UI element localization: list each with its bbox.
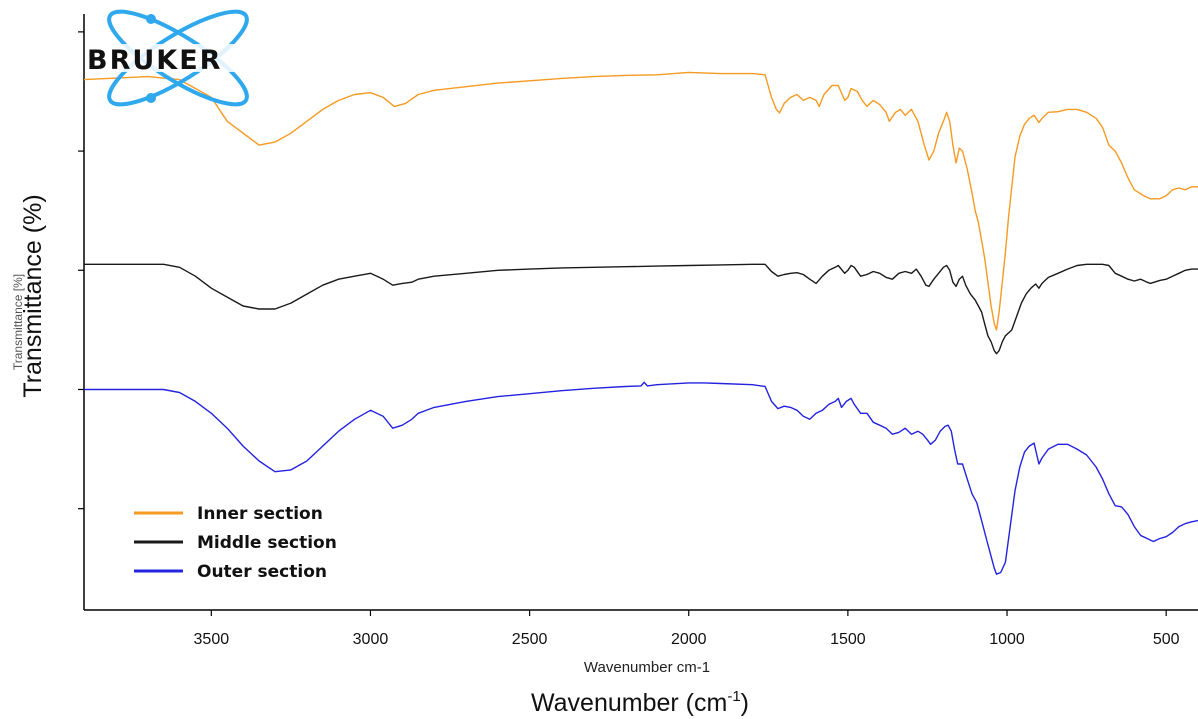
x-tick-label-1000: 1000: [989, 631, 1025, 648]
y-ticks: [78, 31, 84, 510]
x-tick-label-500: 500: [1153, 631, 1180, 648]
x-axis-label-close: ): [741, 689, 749, 717]
legend-label-2: Outer section: [197, 562, 327, 582]
series-line-middle-section: [84, 263, 1198, 355]
x-tick-label-3000: 3000: [353, 631, 389, 648]
legend-label-0: Inner section: [197, 504, 323, 524]
y-axis-label-inner: Transmittance [%]: [11, 274, 25, 370]
logo-orbit-2: [107, 9, 249, 107]
logo-text-backdrop: [86, 44, 272, 72]
series-layer: [83, 71, 1198, 575]
logo-orbit-1: [107, 9, 249, 107]
legend-label-1: Middle section: [197, 533, 337, 553]
logo-dot-top: [146, 14, 156, 24]
x-tick-label-2500: 2500: [512, 631, 548, 648]
x-axis-label-main-text: Wavenumber (cm: [531, 689, 727, 717]
x-axis-label-inner: Wavenumber cm-1: [584, 659, 710, 676]
y-axis-label-main: Transmittance (%): [19, 194, 47, 397]
x-axis-label-main: Wavenumber (cm-1): [531, 688, 749, 717]
x-ticks: 3500 3000 2500 2000 1500 1000 500: [194, 610, 1180, 648]
x-tick-label-1500: 1500: [830, 631, 866, 648]
axes: [83, 14, 1198, 611]
bruker-logo: BRUKER: [86, 9, 272, 107]
x-axis-label-superscript: -1: [727, 688, 740, 705]
x-tick-label-2000: 2000: [671, 631, 707, 648]
legend: Inner section Middle section Outer section: [134, 504, 337, 582]
x-tick-label-3500: 3500: [194, 631, 230, 648]
logo-dot-bottom: [146, 93, 156, 103]
series-line-inner-section: [83, 71, 1198, 331]
series-line-outer-section: [84, 381, 1198, 575]
logo-text: BRUKER: [87, 45, 222, 76]
